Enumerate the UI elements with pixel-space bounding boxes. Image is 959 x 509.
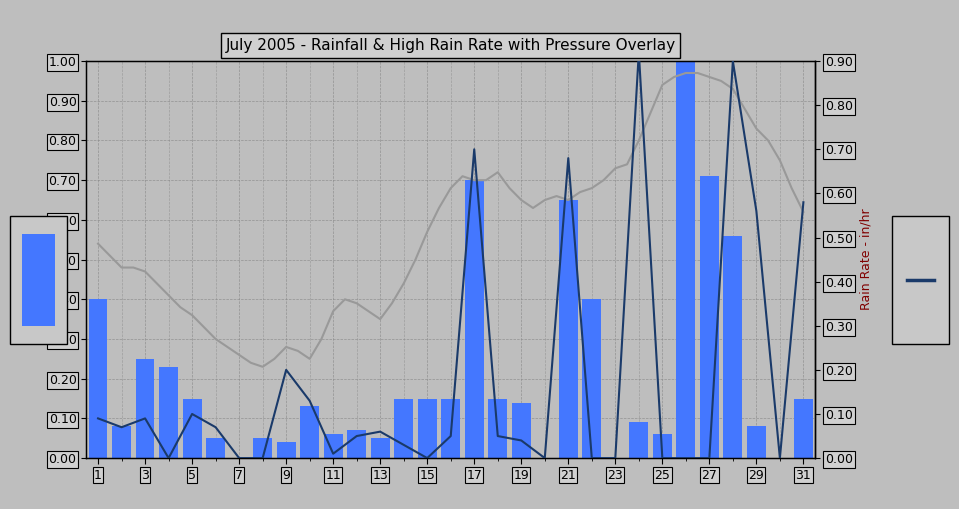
FancyBboxPatch shape	[893, 216, 948, 344]
Title: July 2005 - Rainfall & High Rain Rate with Pressure Overlay: July 2005 - Rainfall & High Rain Rate wi…	[225, 38, 676, 53]
Bar	[159, 367, 178, 458]
Bar	[88, 299, 107, 458]
Bar	[394, 399, 413, 458]
Bar	[135, 359, 154, 458]
Y-axis label: Rain - in: Rain - in	[29, 234, 41, 286]
Bar	[723, 236, 742, 458]
Bar	[347, 430, 366, 458]
FancyBboxPatch shape	[22, 234, 56, 326]
Y-axis label: Rain Rate - in/hr: Rain Rate - in/hr	[860, 209, 873, 310]
Bar	[253, 438, 272, 458]
Bar	[582, 299, 601, 458]
Bar	[277, 442, 295, 458]
Bar	[465, 180, 483, 458]
Bar	[418, 399, 436, 458]
Bar	[747, 427, 766, 458]
Bar	[206, 438, 225, 458]
Bar	[488, 399, 507, 458]
FancyBboxPatch shape	[11, 216, 66, 344]
Bar	[300, 407, 319, 458]
Bar	[676, 61, 695, 458]
Bar	[112, 427, 131, 458]
Bar	[183, 399, 201, 458]
Bar	[324, 434, 342, 458]
Bar	[512, 403, 530, 458]
Bar	[371, 438, 389, 458]
Bar	[629, 422, 648, 458]
Bar	[700, 176, 718, 458]
Bar	[559, 200, 577, 458]
Bar	[653, 434, 671, 458]
Bar	[441, 399, 460, 458]
Bar	[794, 399, 813, 458]
